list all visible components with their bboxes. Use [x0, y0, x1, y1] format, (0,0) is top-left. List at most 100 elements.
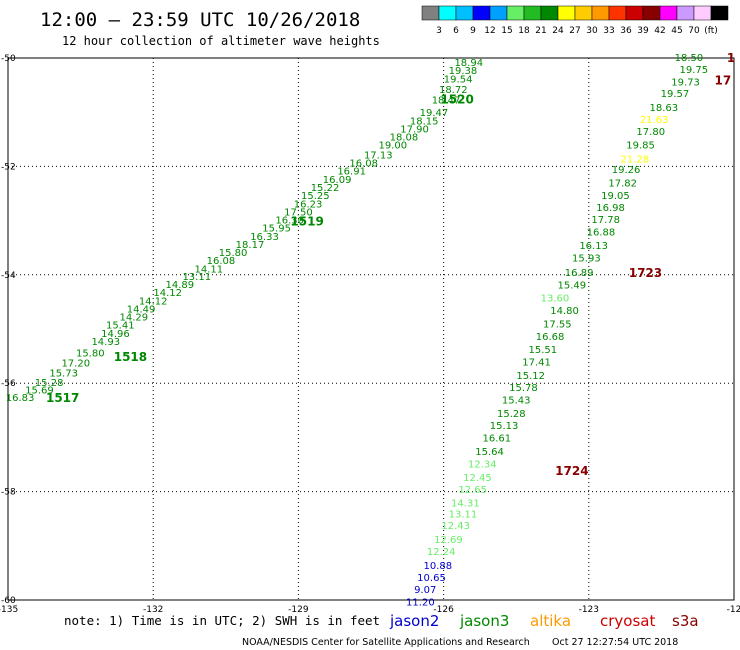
swh-value-label: 16.23 [294, 199, 323, 210]
scale-label: 30 [586, 26, 598, 36]
footer-note: note: 1) Time is in UTC; 2) SWH is in fe… [64, 613, 380, 628]
swh-value-label: 18.94 [454, 58, 483, 69]
scale-swatch [506, 5, 525, 21]
footer-timestamp: Oct 27 12:27:54 UTC 2018 [552, 637, 678, 648]
swh-value-label: 17.55 [543, 320, 572, 331]
scale-swatch [642, 5, 661, 21]
scale-swatch [540, 5, 559, 21]
scale-swatch [676, 5, 695, 21]
x-tick-label: -126 [433, 605, 454, 615]
pass-number-label: 1518 [114, 350, 147, 364]
swh-value-label: 15.51 [528, 345, 557, 356]
swh-value-label: 17.82 [608, 179, 637, 190]
plot-grid [8, 58, 734, 600]
swh-value-label: 16.13 [579, 241, 608, 252]
scale-swatch [693, 5, 712, 21]
legend-entry-jason2: jason2 [389, 612, 439, 630]
scale-label: 9 [470, 26, 476, 36]
swh-value-label: 15.28 [497, 409, 526, 420]
scale-label: 15 [501, 26, 512, 36]
swh-value-label: 21.28 [620, 154, 649, 165]
satellite-legend: jason2 jason3 altika cryosat s3a [389, 612, 699, 630]
swh-value-label: 16.83 [6, 393, 35, 404]
swh-value-label: 14.80 [550, 306, 579, 317]
swh-value-label: 15.41 [106, 321, 135, 332]
swh-value-label: 19.75 [680, 65, 709, 76]
scale-label: 27 [569, 26, 580, 36]
pass-labels: 1517 1518 1519 1520 1723 1724 1 17 [46, 51, 735, 478]
legend-entry-jason3: jason3 [459, 612, 509, 630]
chart-subtitle: 12 hour collection of altimeter wave hei… [62, 34, 380, 48]
scale-label: 24 [552, 26, 564, 36]
scale-swatch [472, 5, 491, 21]
scale-swatch [489, 5, 508, 21]
swh-value-label: 19.00 [378, 141, 407, 152]
pass-number-label: 1519 [290, 215, 323, 229]
scale-label: 70 [688, 26, 700, 36]
swh-value-label: 19.05 [601, 191, 630, 202]
swh-value-label: 19.38 [449, 66, 478, 77]
swh-value-label: 16.08 [349, 159, 378, 170]
swh-value-label: 12.65 [458, 485, 487, 496]
swh-value-label: 15.13 [490, 421, 519, 432]
scale-swatch [591, 5, 610, 21]
swh-value-label: 15.22 [311, 183, 340, 194]
y-tick-label: -56 [1, 379, 16, 389]
x-tick-label: -135 [0, 605, 18, 615]
swh-value-label: 10.65 [417, 573, 446, 584]
swh-value-label: 13.60 [541, 294, 570, 305]
swh-value-label: 16.98 [596, 203, 625, 214]
swh-value-label: 12.45 [463, 473, 492, 484]
scale-swatch [438, 5, 457, 21]
swh-value-label: 16.89 [565, 268, 594, 279]
scale-label: 21 [535, 26, 546, 36]
swh-value-label: 17.20 [61, 359, 90, 370]
scale-label: 42 [654, 26, 665, 36]
swh-value-label: 14.31 [451, 498, 480, 509]
swh-value-label: 18.72 [439, 85, 468, 96]
swh-value-label: 18.47 [432, 96, 461, 107]
swh-value-label: 15.12 [516, 371, 545, 382]
swh-value-label: 18.08 [390, 133, 419, 144]
swh-value-label: 14.89 [165, 280, 194, 291]
y-tick-label: -50 [1, 54, 16, 64]
swh-value-label: 14.12 [153, 288, 182, 299]
scale-swatch [574, 5, 593, 21]
data-points: 16.8315.6915.2815.7317.2015.8014.9314.96… [6, 53, 708, 609]
swh-value-label: 12.43 [441, 521, 470, 532]
swh-value-label: 12.34 [468, 459, 497, 470]
swh-value-label: 12.24 [427, 547, 456, 558]
swh-value-label: 16.68 [536, 332, 565, 343]
swh-value-label: 19.73 [671, 77, 700, 88]
swh-value-label: 16.30 [275, 216, 304, 227]
scale-swatch [421, 5, 440, 21]
swh-value-label: 14.12 [139, 296, 168, 307]
legend-entry-cryosat: cryosat [600, 612, 655, 630]
swh-value-label: 15.64 [475, 447, 504, 458]
swh-value-label: 14.11 [195, 264, 224, 275]
swh-value-label: 17.90 [400, 124, 429, 135]
swh-value-label: 17.50 [284, 207, 313, 218]
swh-value-label: 9.07 [414, 585, 436, 596]
scale-swatch [659, 5, 678, 21]
swh-value-label: 16.08 [207, 256, 236, 267]
pass-number-label: 1723 [629, 266, 662, 280]
swh-value-label: 13.11 [182, 272, 211, 283]
footer-credit: NOAA/NESDIS Center for Satellite Applica… [242, 637, 530, 648]
swh-value-label: 19.54 [444, 75, 473, 86]
swh-value-label: 16.09 [323, 175, 352, 186]
swh-value-label: 14.49 [127, 304, 156, 315]
scale-label: 3 [436, 26, 442, 36]
swh-value-label: 15.28 [35, 378, 64, 389]
pass-number-label: 17 [715, 74, 732, 88]
swh-value-label: 21.63 [640, 115, 669, 126]
scale-label: (ft) [704, 26, 718, 36]
swh-value-label: 14.93 [91, 337, 120, 348]
swh-value-label: 17.80 [636, 127, 665, 138]
swh-value-label: 14.29 [120, 313, 149, 324]
y-tick-label: -58 [1, 488, 16, 498]
swh-value-label: 17.41 [522, 358, 551, 369]
x-tick-label: -132 [143, 605, 163, 615]
swh-value-label: 10.88 [423, 561, 452, 572]
